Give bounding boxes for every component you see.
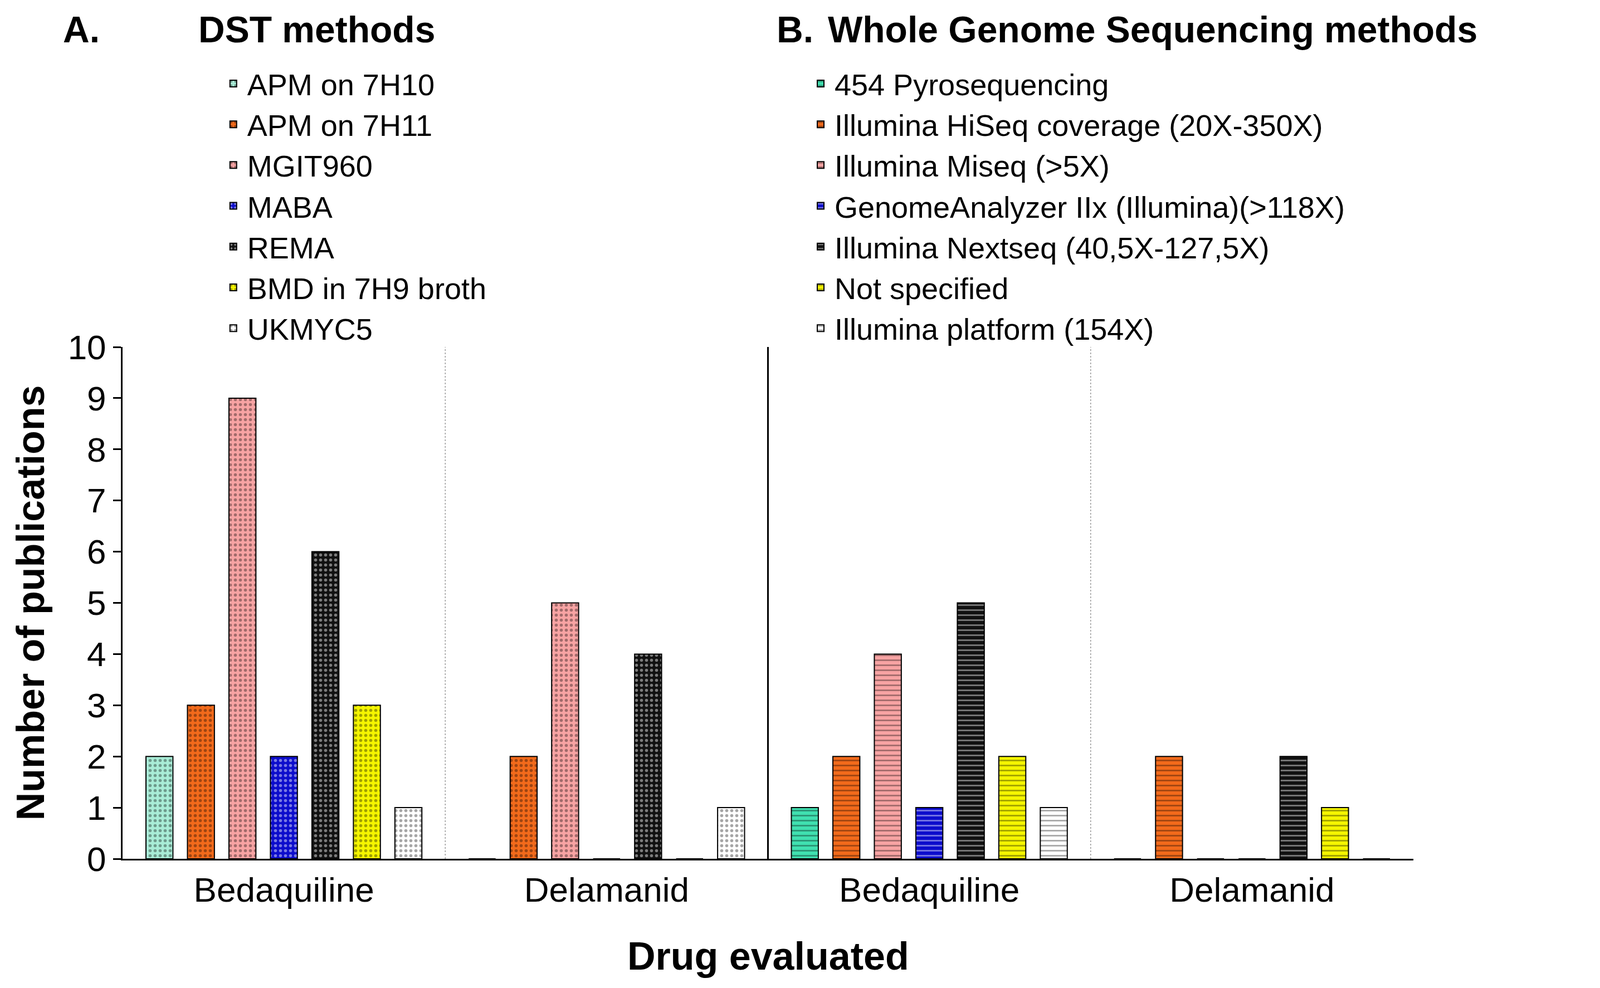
svg-text:Illumina Miseq (>5X): Illumina Miseq (>5X): [834, 149, 1110, 183]
svg-text:9: 9: [86, 379, 106, 418]
svg-text:REMA: REMA: [247, 231, 335, 265]
svg-text:DST methods: DST methods: [198, 8, 436, 51]
svg-text:UKMYC5: UKMYC5: [247, 312, 373, 346]
svg-text:A.: A.: [62, 8, 100, 51]
svg-text:MABA: MABA: [247, 190, 333, 224]
svg-text:0: 0: [86, 840, 106, 879]
svg-text:Bedaquiline: Bedaquiline: [838, 870, 1020, 910]
svg-text:MGIT960: MGIT960: [247, 149, 373, 183]
svg-text:Number of publications: Number of publications: [8, 385, 53, 822]
svg-text:454 Pyrosequencing: 454 Pyrosequencing: [834, 67, 1109, 102]
svg-text:Drug evaluated: Drug evaluated: [627, 934, 910, 979]
svg-text:Illumina Nextseq (40,5X-127,5X: Illumina Nextseq (40,5X-127,5X): [834, 231, 1270, 265]
svg-text:APM on 7H11: APM on 7H11: [247, 108, 433, 143]
svg-text:GenomeAnalyzer IIx (Illumina)(: GenomeAnalyzer IIx (Illumina)(>118X): [834, 190, 1345, 224]
svg-text:BMD in 7H9 broth: BMD in 7H9 broth: [247, 271, 487, 306]
svg-text:10: 10: [67, 328, 107, 367]
svg-text:Delamanid: Delamanid: [1169, 870, 1335, 910]
svg-text:Illumina HiSeq coverage (20X-3: Illumina HiSeq coverage (20X-350X): [834, 108, 1323, 143]
svg-text:1: 1: [86, 788, 106, 828]
svg-text:APM on 7H10: APM on 7H10: [247, 67, 435, 102]
svg-text:6: 6: [86, 532, 106, 572]
svg-text:2: 2: [86, 737, 106, 777]
svg-text:4: 4: [86, 635, 106, 674]
svg-text:Illumina platform (154X): Illumina platform (154X): [834, 312, 1154, 346]
svg-text:5: 5: [86, 583, 106, 623]
svg-text:B.: B.: [776, 8, 814, 51]
svg-text:Bedaquiline: Bedaquiline: [193, 870, 375, 910]
svg-text:3: 3: [86, 686, 106, 725]
svg-text:Whole Genome Sequencing method: Whole Genome Sequencing methods: [827, 8, 1478, 51]
svg-text:Not specified: Not specified: [834, 271, 1009, 306]
svg-text:Delamanid: Delamanid: [524, 870, 690, 910]
svg-text:8: 8: [86, 430, 106, 470]
svg-text:7: 7: [86, 481, 106, 520]
